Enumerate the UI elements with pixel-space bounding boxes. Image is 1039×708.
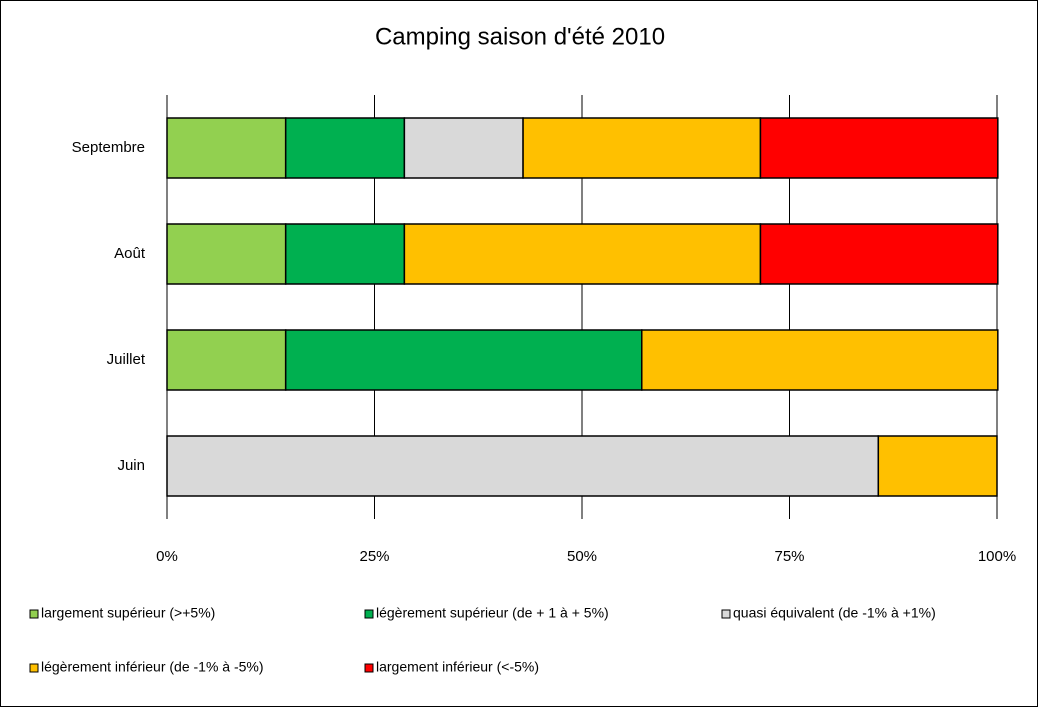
bar-segment (166, 117, 287, 179)
legend-swatch (29, 663, 39, 673)
x-tick-label: 100% (978, 548, 1016, 565)
y-tick-label: Septembre (72, 139, 145, 156)
legend-label: légèrement supérieur (de + 1 à + 5%) (376, 605, 609, 621)
legend-swatch (364, 609, 374, 619)
bar-segment (403, 117, 524, 179)
x-tick-label: 50% (567, 548, 597, 565)
y-tick-label: Juillet (107, 351, 146, 368)
legend-label: légèrement inférieur (de -1% à -5%) (41, 659, 264, 675)
bar-segment (877, 435, 998, 497)
legend-swatch (29, 609, 39, 619)
bar-segment (284, 329, 643, 391)
legend-swatch (721, 609, 731, 619)
chart-title: Camping saison d'été 2010 (375, 23, 665, 50)
legend-label: largement supérieur (>+5%) (41, 605, 215, 621)
y-tick-label: Juin (117, 457, 145, 474)
legend-label: largement inférieur (<-5%) (376, 659, 539, 675)
legend-label: quasi équivalent (de -1% à +1%) (733, 605, 936, 621)
x-tick-label: 75% (774, 548, 804, 565)
bar-segment (403, 223, 762, 285)
bar-segment (166, 329, 287, 391)
y-tick-label: Août (114, 245, 146, 262)
bar-segment (759, 223, 999, 285)
x-tick-label: 25% (359, 548, 389, 565)
bar-segment (166, 223, 287, 285)
legend-swatch (364, 663, 374, 673)
bar-segment (759, 117, 999, 179)
x-tick-label: 0% (156, 548, 178, 565)
bar-segment (284, 223, 406, 285)
bar-segment (166, 435, 880, 497)
bar-segment (641, 329, 999, 391)
bar-segment (284, 117, 406, 179)
bar-segment (522, 117, 762, 179)
